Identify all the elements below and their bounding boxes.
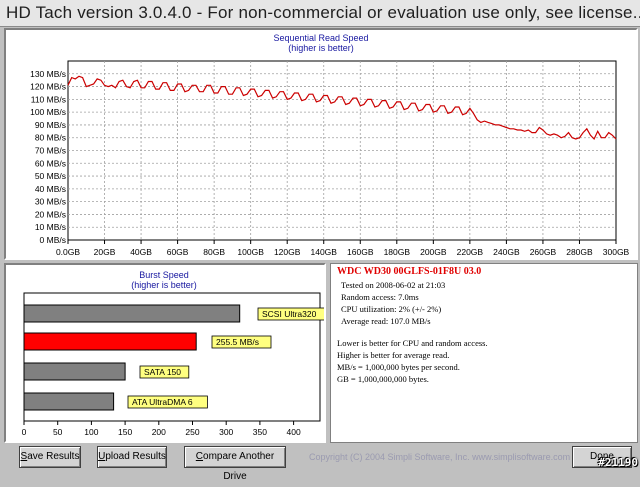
note-higher-better: Higher is better for average read.	[337, 350, 450, 360]
done-button[interactable]: Done	[572, 446, 632, 468]
upload-results-mnemonic: U	[98, 451, 106, 462]
burst-bar-label-box	[211, 335, 272, 349]
watermark: #21190	[598, 456, 638, 469]
burst-xtick-label: 400	[287, 427, 301, 437]
burst-xtick-label: 350	[253, 427, 267, 437]
sequential-read-chart: Sequential Read Speed (higher is better)…	[30, 33, 630, 257]
burst-xtick-label: 150	[118, 427, 132, 437]
read-ytick-label: 50 MB/s	[35, 171, 66, 181]
burst-chart-subtitle: (higher is better)	[131, 280, 197, 290]
burst-xtick-label: 0	[22, 427, 27, 437]
read-xtick-label: 160GB	[347, 247, 374, 257]
read-xtick-label: 0.0GB	[56, 247, 80, 257]
drive-info-panel: WDC WD30 00GLFS-01F8U 03.0 Tested on 200…	[330, 263, 638, 443]
read-ytick-label: 120 MB/s	[30, 82, 66, 92]
average-read: Average read: 107.0 MB/s	[341, 316, 431, 326]
read-xtick-label: 200GB	[420, 247, 447, 257]
burst-speed-panel: Burst Speed (higher is better) SCSI Ultr…	[4, 263, 326, 443]
tested-date: Tested on 2008-06-02 at 21:03	[341, 280, 446, 290]
burst-xtick-label: 100	[84, 427, 98, 437]
save-results-label: ave Results	[27, 451, 80, 462]
read-xtick-label: 40GB	[130, 247, 152, 257]
note-mbs-def: MB/s = 1,000,000 bytes per second.	[337, 362, 460, 372]
read-xtick-label: 260GB	[530, 247, 557, 257]
burst-bar-label: 255.5 MB/s	[216, 337, 259, 347]
read-xtick-label: 280GB	[566, 247, 593, 257]
read-ytick-label: 10 MB/s	[35, 222, 66, 232]
burst-bar	[23, 392, 115, 411]
read-ytick-label: 60 MB/s	[35, 158, 66, 168]
read-ytick-label: 110 MB/s	[31, 94, 66, 104]
burst-bar-label: ATA UltraDMA 6	[132, 397, 193, 407]
read-xtick-label: 120GB	[274, 247, 301, 257]
note-gb-def: GB = 1,000,000,000 bytes.	[337, 374, 429, 384]
copyright-text: Copyright (C) 2004 Simpli Software, Inc.…	[309, 452, 571, 462]
burst-bar	[23, 304, 241, 323]
read-xtick-label: 80GB	[203, 247, 225, 257]
burst-bar	[23, 332, 197, 351]
read-ytick-label: 100 MB/s	[30, 107, 66, 117]
sequential-read-panel: Sequential Read Speed (higher is better)…	[4, 28, 638, 260]
read-ytick-label: 20 MB/s	[35, 209, 66, 219]
burst-bar-label-box	[139, 365, 190, 379]
window-title: HD Tach version 3.0.4.0 - For non-commer…	[6, 3, 640, 22]
read-ytick-label: 70 MB/s	[35, 146, 66, 156]
read-xtick-label: 20GB	[94, 247, 116, 257]
read-xtick-label: 100GB	[237, 247, 264, 257]
burst-chart-title: Burst Speed	[139, 270, 189, 280]
read-ytick-label: 80 MB/s	[35, 133, 66, 143]
read-xtick-label: 180GB	[384, 247, 411, 257]
read-ytick-label: 0 MB/s	[40, 235, 66, 245]
read-ytick-label: 130 MB/s	[30, 69, 66, 79]
compare-drive-mnemonic: C	[195, 451, 204, 462]
burst-speed-chart: Burst Speed (higher is better) SCSI Ultr…	[22, 270, 324, 437]
read-ytick-label: 40 MB/s	[35, 184, 66, 194]
compare-drive-button[interactable]: Compare Another Drive	[184, 446, 286, 482]
read-xtick-label: 240GB	[493, 247, 520, 257]
read-xtick-label: 300GB	[603, 247, 630, 257]
burst-xtick-label: 200	[152, 427, 166, 437]
burst-xtick-label: 250	[185, 427, 199, 437]
read-xtick-label: 140GB	[310, 247, 337, 257]
read-xtick-label: 60GB	[167, 247, 189, 257]
read-ytick-label: 30 MB/s	[35, 197, 66, 207]
read-xtick-label: 220GB	[457, 247, 484, 257]
note-lower-better: Lower is better for CPU and random acces…	[337, 338, 488, 348]
title-bar: HD Tach version 3.0.4.0 - For non-commer…	[0, 0, 640, 27]
random-access: Random access: 7.0ms	[341, 292, 419, 302]
burst-bar-label-box	[127, 395, 208, 409]
read-ytick-label: 90 MB/s	[35, 120, 66, 130]
burst-xtick-label: 50	[53, 427, 63, 437]
save-results-button[interactable]: Save Results	[19, 446, 81, 468]
upload-results-label: pload Results	[105, 451, 166, 462]
drive-name: WDC WD30 00GLFS-01F8U 03.0	[337, 266, 482, 277]
read-chart-subtitle: (higher is better)	[288, 43, 354, 53]
cpu-utilization: CPU utilization: 2% (+/- 2%)	[341, 304, 442, 314]
read-chart-title: Sequential Read Speed	[273, 33, 368, 43]
save-results-mnemonic: S	[20, 451, 28, 462]
compare-drive-label: ompare Another Drive	[203, 451, 275, 482]
burst-bar-label-box	[257, 307, 324, 321]
upload-results-button[interactable]: Upload Results	[97, 446, 167, 468]
burst-bar-label: SATA 150	[144, 367, 181, 377]
burst-xtick-label: 300	[219, 427, 233, 437]
burst-bar	[23, 362, 126, 381]
read-speed-line	[67, 75, 617, 141]
burst-bar-label: SCSI Ultra320	[262, 309, 317, 319]
